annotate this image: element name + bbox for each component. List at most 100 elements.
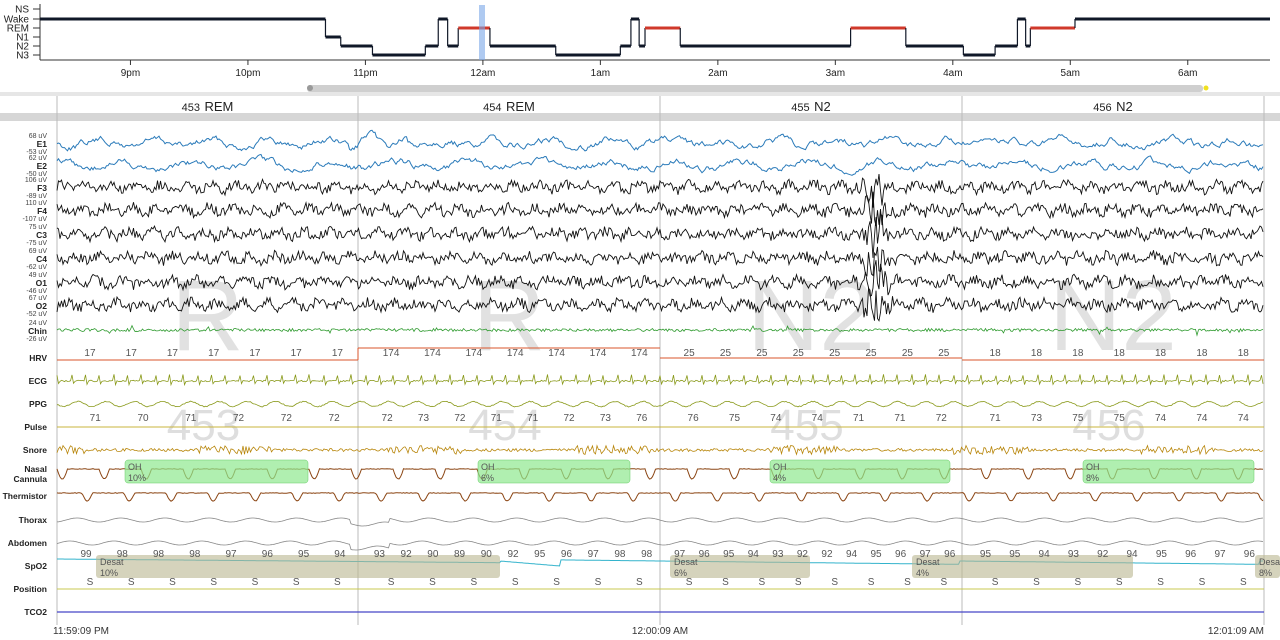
pulse-value: 71 bbox=[90, 413, 102, 424]
hrv-value: 17 bbox=[126, 348, 138, 359]
pulse-value: 75 bbox=[1072, 413, 1084, 424]
event-label: Desat bbox=[1259, 557, 1280, 567]
epoch-number: 455 bbox=[791, 102, 809, 114]
waveform bbox=[56, 153, 1264, 176]
spo2-value: 94 bbox=[846, 549, 858, 560]
hrv-value: 174 bbox=[424, 348, 441, 359]
scale-bottom: -52 uV bbox=[26, 311, 47, 318]
stage-watermark: N2 bbox=[747, 260, 875, 372]
channel-name: TCO2 bbox=[24, 607, 47, 617]
event-label: OH bbox=[481, 462, 495, 472]
stage-watermark: R bbox=[473, 260, 545, 372]
scale-top: 68 uV bbox=[29, 133, 48, 140]
scrollbar[interactable] bbox=[307, 85, 1203, 92]
spo2-value: 93 bbox=[1068, 549, 1080, 560]
waveform bbox=[56, 260, 1264, 297]
event-label: Desat bbox=[916, 557, 940, 567]
event-detail: 10% bbox=[100, 568, 118, 578]
position-value: S bbox=[1033, 577, 1040, 588]
position-value: S bbox=[1199, 577, 1206, 588]
stage-watermark: R bbox=[171, 260, 243, 372]
pulse-value: 73 bbox=[1031, 413, 1043, 424]
position-value: S bbox=[868, 577, 875, 588]
pulse-value: 72 bbox=[281, 413, 293, 424]
pulse-value: 74 bbox=[1238, 413, 1250, 424]
pulse-value: 71 bbox=[894, 413, 906, 424]
spo2-value: 95 bbox=[298, 549, 310, 560]
position-value: S bbox=[722, 577, 729, 588]
epoch-stage: REM bbox=[506, 99, 535, 114]
spo2-value: 96 bbox=[1244, 549, 1256, 560]
time-label: 9pm bbox=[121, 68, 140, 79]
channel-name: E1 bbox=[37, 139, 48, 149]
time-label: 6am bbox=[1178, 68, 1197, 79]
position-value: S bbox=[252, 577, 259, 588]
position-value: S bbox=[1116, 577, 1123, 588]
pulse-value: 71 bbox=[853, 413, 865, 424]
pulse-value: 74 bbox=[1155, 413, 1167, 424]
time-label: 11pm bbox=[353, 68, 377, 79]
channel-name: Thermistor bbox=[3, 491, 48, 501]
hrv-value: 174 bbox=[548, 348, 565, 359]
waveform bbox=[56, 191, 1264, 227]
scroll-handle[interactable] bbox=[307, 85, 313, 91]
hrv-value: 25 bbox=[793, 348, 805, 359]
desat-event bbox=[1255, 555, 1280, 578]
scale-bottom: -89 uV bbox=[26, 193, 47, 200]
spo2-value: 94 bbox=[1039, 549, 1051, 560]
hrv-value: 18 bbox=[1196, 348, 1208, 359]
scale-bottom: -62 uV bbox=[26, 264, 47, 271]
channel-name: HRV bbox=[29, 353, 47, 363]
event-detail: 6% bbox=[481, 473, 494, 483]
hrv-value: 174 bbox=[383, 348, 400, 359]
scale-top: 110 uV bbox=[25, 200, 47, 207]
spo2-value: 97 bbox=[920, 549, 932, 560]
spo2-value: 92 bbox=[507, 549, 519, 560]
spo2-value: 95 bbox=[980, 549, 992, 560]
scale-top: 69 uV bbox=[29, 248, 48, 255]
stage-label: Wake bbox=[4, 15, 30, 26]
spo2-value: 97 bbox=[588, 549, 600, 560]
pulse-value: 71 bbox=[527, 413, 539, 424]
scale-bottom: -75 uV bbox=[26, 240, 47, 247]
position-value: S bbox=[553, 577, 560, 588]
hrv-value: 17 bbox=[332, 348, 344, 359]
spo2-value: 95 bbox=[534, 549, 546, 560]
position-value: S bbox=[1240, 577, 1247, 588]
spo2-value: 90 bbox=[427, 549, 439, 560]
epoch-stage: N2 bbox=[814, 99, 831, 114]
position-value: S bbox=[388, 577, 395, 588]
spo2-value: 97 bbox=[674, 549, 686, 560]
pulse-value: 72 bbox=[329, 413, 341, 424]
waveform bbox=[56, 324, 1264, 337]
event-detail: 8% bbox=[1259, 568, 1272, 578]
position-value: S bbox=[636, 577, 643, 588]
pulse-value: 72 bbox=[563, 413, 575, 424]
epoch-watermark: 453 bbox=[167, 401, 240, 450]
scroll-marker bbox=[1203, 85, 1209, 91]
hrv-value: 25 bbox=[684, 348, 696, 359]
hrv-value: 18 bbox=[1072, 348, 1084, 359]
hrv-value: 18 bbox=[990, 348, 1002, 359]
spo2-value: 96 bbox=[944, 549, 956, 560]
spo2-value: 90 bbox=[481, 549, 493, 560]
timestamp: 11:59:09 PM bbox=[53, 626, 109, 637]
waveform bbox=[56, 129, 1264, 152]
scale-top: 24 uV bbox=[29, 320, 48, 327]
event-label: OH bbox=[1086, 462, 1100, 472]
pulse-value: 72 bbox=[454, 413, 466, 424]
channel-name: SpO2 bbox=[25, 561, 47, 571]
position-value: S bbox=[169, 577, 176, 588]
spo2-value: 97 bbox=[1214, 549, 1226, 560]
spo2-value: 92 bbox=[401, 549, 413, 560]
time-label: 1am bbox=[591, 68, 610, 79]
oh-event bbox=[769, 459, 951, 484]
waveform bbox=[56, 174, 1264, 208]
channel-name: F4 bbox=[37, 206, 47, 216]
time-label: 4am bbox=[943, 68, 962, 79]
waveform bbox=[56, 246, 1264, 277]
waveform bbox=[56, 287, 1264, 322]
spo2-value: 96 bbox=[895, 549, 907, 560]
position-value: S bbox=[512, 577, 519, 588]
